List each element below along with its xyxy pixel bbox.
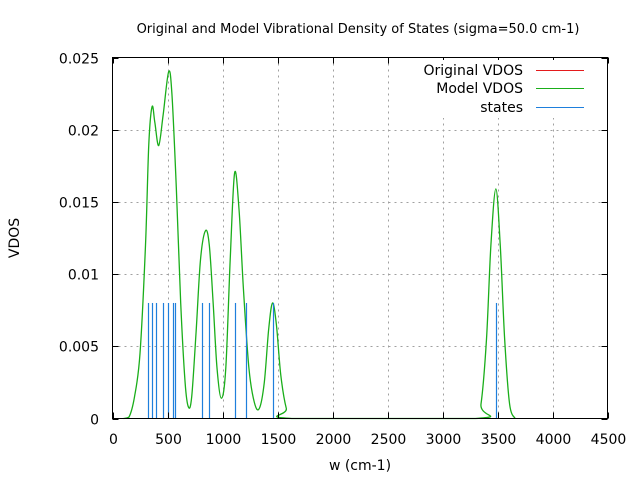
y-tick-labels: 0 0.005 0.01 0.015 0.02 0.025 [59,52,99,429]
x-axis-label: w (cm-1) [329,458,391,474]
x-tick-label: 0 [109,432,118,448]
x-tick-label: 1500 [261,432,297,448]
y-axis-label: VDOS [7,218,23,258]
legend-label-states: states [480,100,523,116]
y-tick-label: 0.015 [59,196,99,212]
x-tick-label: 3500 [481,432,517,448]
x-tick-label: 4000 [536,432,572,448]
model-vdos-line [123,70,516,420]
legend-entry-original-vdos: Original VDOS [424,63,584,79]
x-tick-labels: 0 500 1000 1500 2000 2500 3000 3500 4000 4500 [109,432,626,448]
x-tick-label: 4500 [591,432,627,448]
x-tick-label: 2500 [371,432,407,448]
x-tick-label: 1000 [206,432,242,448]
legend-label-model-vdos: Model VDOS [436,81,523,97]
legend: Original VDOS Model VDOS states [400,60,600,118]
legend-entry-states: states [480,100,584,116]
y-tick-label: 0 [90,413,99,429]
legend-label-original-vdos: Original VDOS [424,63,524,79]
chart-title: Original and Model Vibrational Density o… [137,22,580,37]
x-tick-label: 2000 [316,432,352,448]
y-tick-label: 0.02 [68,124,99,140]
y-tick-label: 0.025 [59,52,99,68]
series-layer [123,70,516,420]
y-tick-label: 0.005 [59,340,99,356]
y-tick-label: 0.01 [68,268,99,284]
axis-ticks [112,57,609,420]
legend-entry-model-vdos: Model VDOS [436,81,584,97]
x-tick-label: 500 [155,432,182,448]
x-tick-label: 3000 [426,432,462,448]
plot-frame [112,57,608,419]
